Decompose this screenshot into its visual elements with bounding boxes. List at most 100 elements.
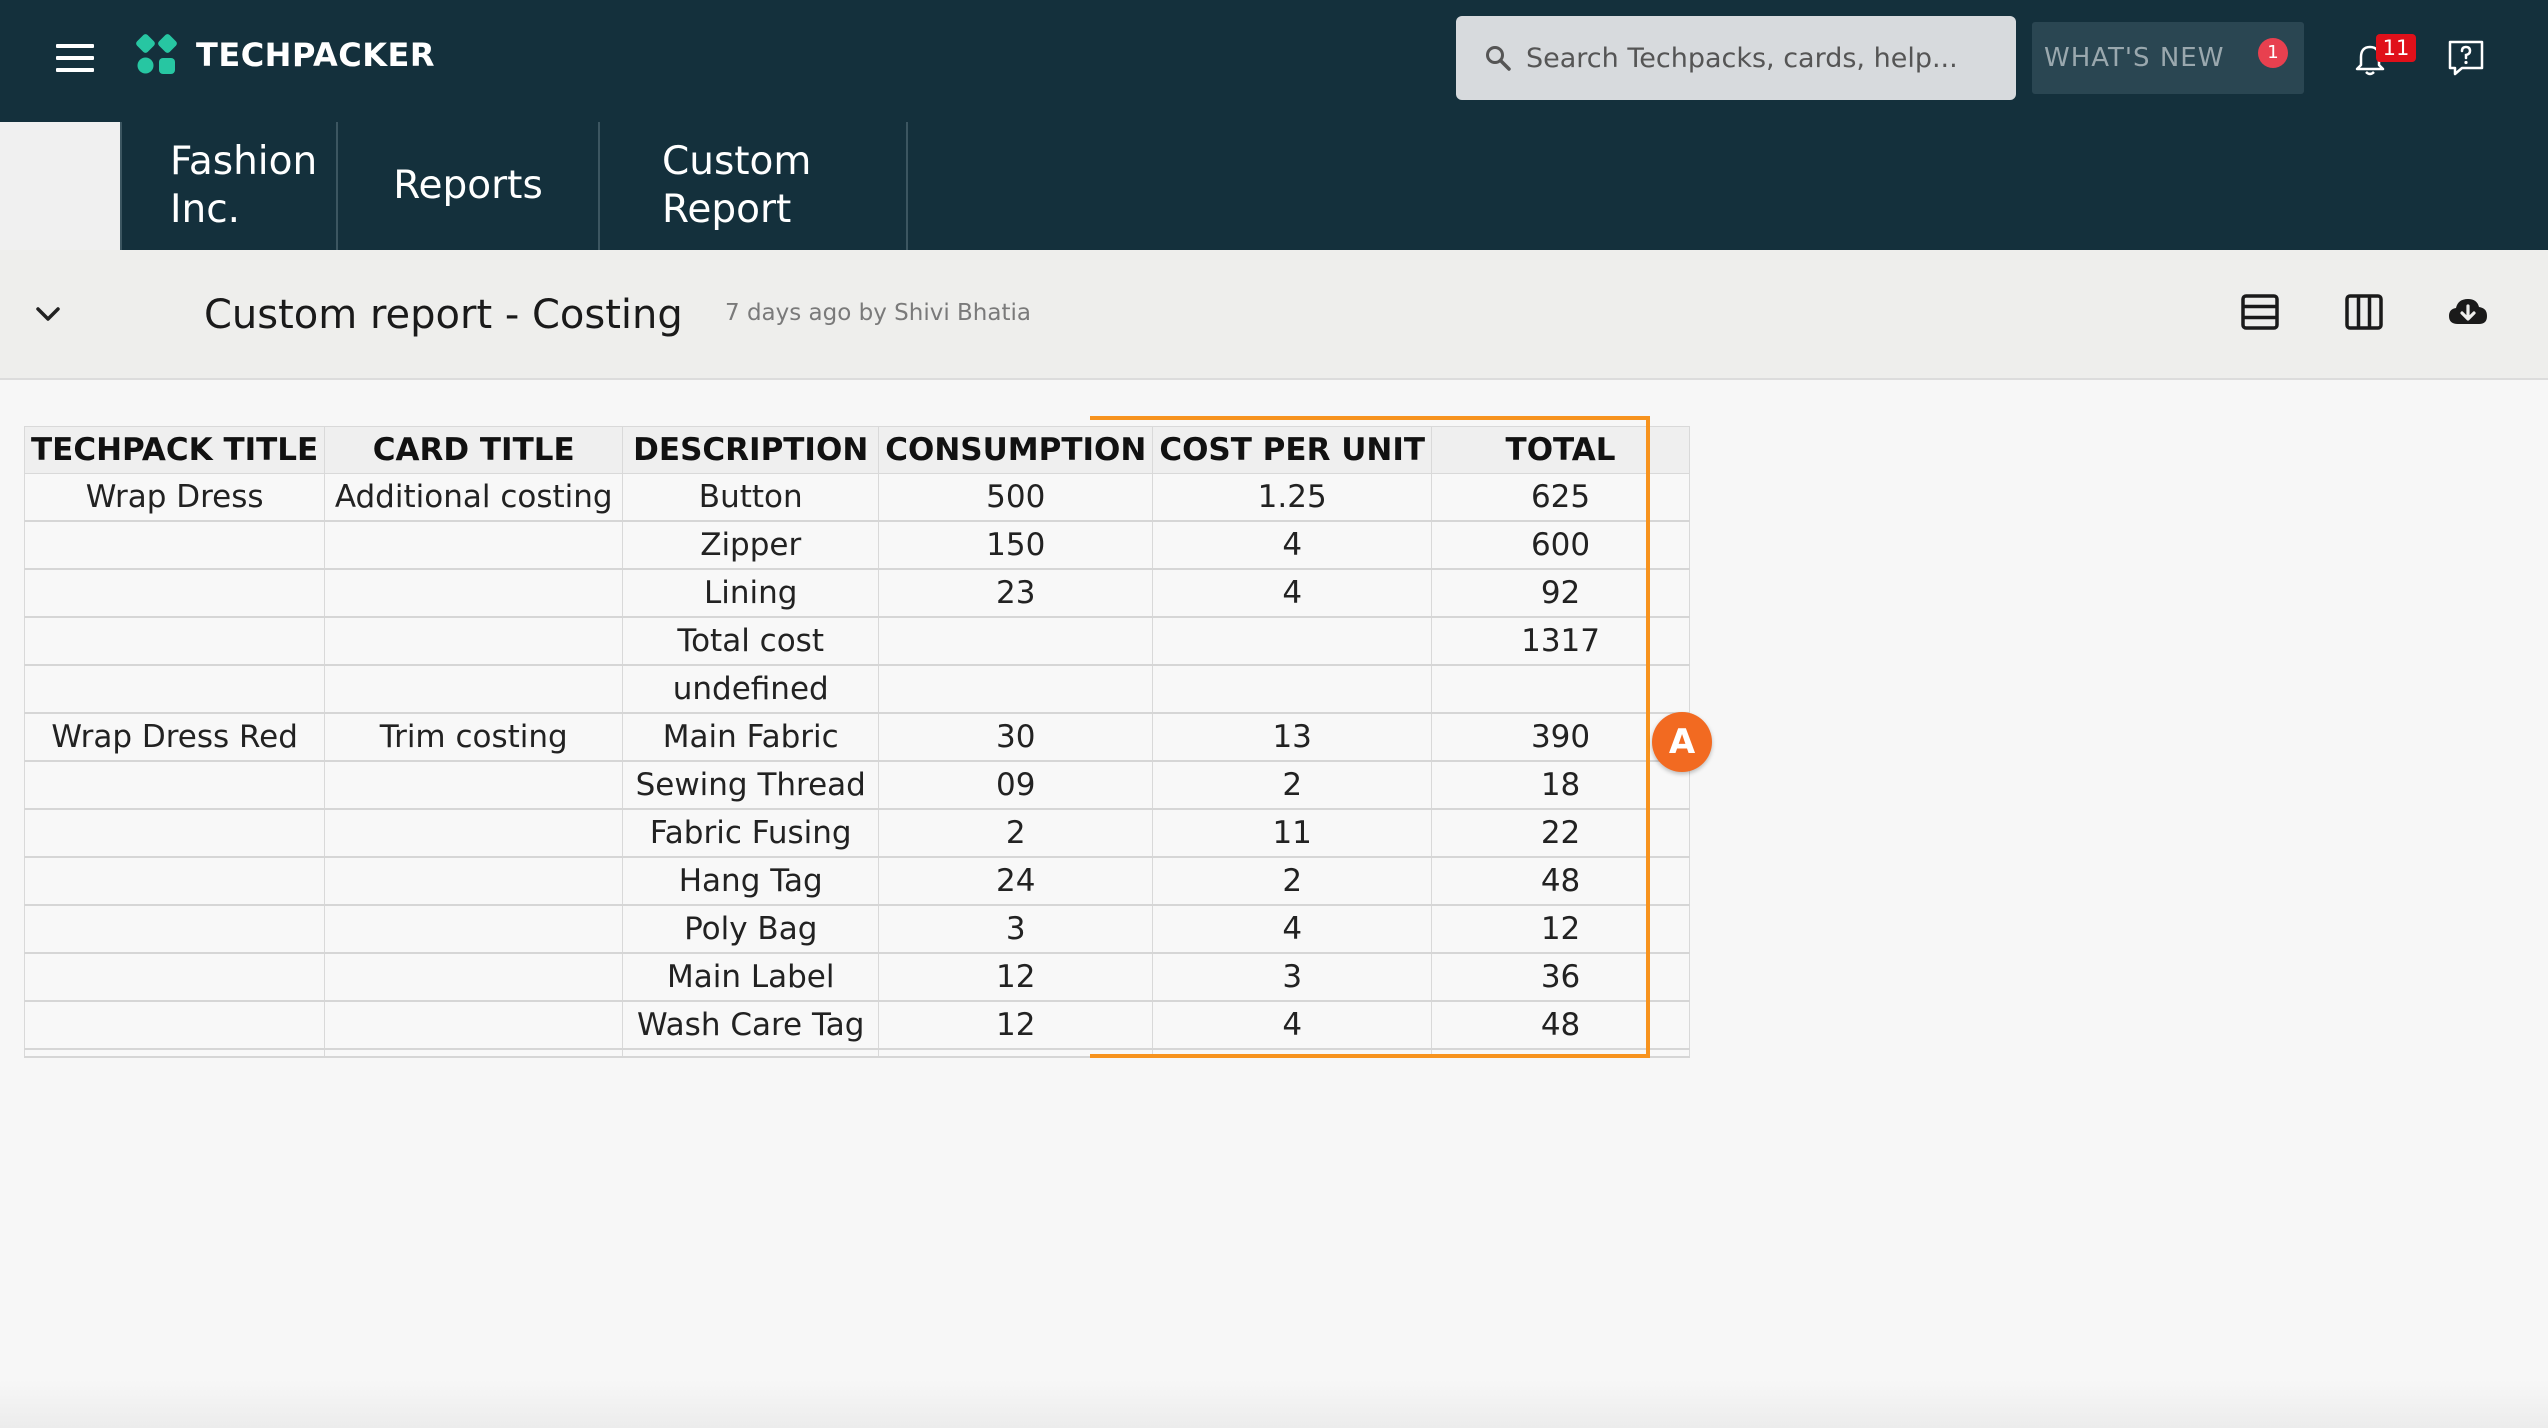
table-cell[interactable]: Wash Care Tag <box>622 1000 880 1050</box>
table-body: Wrap Dress Additional costing Button 500 1.2… <box>23 473 1691 1058</box>
notification-count-badge: 11 <box>2376 34 2416 62</box>
table-cell[interactable]: 2 <box>1152 856 1433 906</box>
table-cell[interactable]: 500 <box>878 473 1154 522</box>
table-cell[interactable]: 30 <box>878 712 1154 762</box>
table-cell[interactable]: 4 <box>1152 1000 1433 1050</box>
table-row: Zipper 150 4 600 <box>23 520 1691 570</box>
table-row: Hang Tag 24 2 48 <box>23 856 1691 906</box>
table-cell[interactable] <box>23 568 326 618</box>
table-row: Poly Bag 3 4 12 <box>23 904 1691 954</box>
table-cell[interactable]: 1.25 <box>1152 473 1433 522</box>
techpacker-logo-icon <box>136 34 177 74</box>
table-cell[interactable]: Wrap Dress Red <box>23 712 326 762</box>
annotation-highlight-box <box>1090 416 1650 1058</box>
table-cell[interactable]: 23 <box>878 568 1154 618</box>
table-cell[interactable] <box>23 664 326 714</box>
table-cell[interactable]: 150 <box>878 520 1154 570</box>
whats-new-count-badge: 1 <box>2258 38 2288 68</box>
table-cell[interactable]: undefined <box>622 664 880 714</box>
table-row: undefined <box>23 664 1691 714</box>
table-cell[interactable]: 11 <box>1152 808 1433 858</box>
table-cell[interactable] <box>324 664 624 714</box>
table-cell[interactable] <box>1152 664 1433 714</box>
table-cell[interactable]: 2 <box>1152 760 1433 810</box>
table-cell[interactable]: 24 <box>878 856 1154 906</box>
table-cell[interactable]: Fabric Fusing <box>622 808 880 858</box>
column-view-icon[interactable] <box>2342 290 2386 334</box>
table-cell[interactable] <box>23 808 326 858</box>
column-header[interactable]: TECHPACK TITLE <box>23 426 326 474</box>
table-cell[interactable]: Zipper <box>622 520 880 570</box>
table-cell[interactable] <box>23 760 326 810</box>
table-cell[interactable]: Main Fabric <box>622 712 880 762</box>
breadcrumb <box>0 122 2548 250</box>
table-cell-spacer <box>878 1048 1154 1058</box>
column-header[interactable]: DESCRIPTION <box>622 426 880 474</box>
row-view-icon[interactable] <box>2238 290 2282 334</box>
help-chat-icon[interactable] <box>2446 38 2486 78</box>
table-cell[interactable] <box>324 568 624 618</box>
table-row-spacer <box>23 1048 1691 1058</box>
table-cell[interactable]: Button <box>622 473 880 522</box>
cloud-download-icon[interactable] <box>2446 290 2490 334</box>
table-cell[interactable]: 4 <box>1152 520 1433 570</box>
table-cell[interactable]: Trim costing <box>324 712 624 762</box>
whats-new-button[interactable]: WHAT'S NEW 1 <box>2032 22 2304 94</box>
column-header[interactable]: CONSUMPTION <box>878 426 1154 474</box>
report-meta: 7 days ago by Shivi Bhatia <box>725 300 1031 326</box>
table-row: Main Label 12 3 36 <box>23 952 1691 1002</box>
table-cell[interactable] <box>878 616 1154 666</box>
table-cell[interactable] <box>324 856 624 906</box>
report-header: Custom report - Costing 7 days ago by Sh… <box>0 250 2548 380</box>
table-cell-spacer <box>23 1048 326 1058</box>
table-cell[interactable]: Additional costing <box>324 473 624 522</box>
table-cell[interactable]: Lining <box>622 568 880 618</box>
table-row: Wrap Dress Additional costing Button 500 1.2… <box>23 473 1691 522</box>
table-cell[interactable]: 4 <box>1152 904 1433 954</box>
table-cell[interactable] <box>324 616 624 666</box>
table-cell[interactable]: Sewing Thread <box>622 760 880 810</box>
table-cell[interactable]: 13 <box>1152 712 1433 762</box>
table-cell[interactable] <box>324 1000 624 1050</box>
table-row: Lining 23 4 92 <box>23 568 1691 618</box>
table-cell[interactable]: 12 <box>878 1000 1154 1050</box>
costing-report-table: TECHPACK TITLE CARD TITLE DESCRIPTION CO… <box>23 426 1691 1058</box>
table-cell[interactable] <box>23 520 326 570</box>
table-cell[interactable]: Main Label <box>622 952 880 1002</box>
table-cell[interactable]: 4 <box>1152 568 1433 618</box>
breadcrumb-item-custom-report[interactable]: Custom Report <box>600 122 908 250</box>
table-cell[interactable] <box>324 952 624 1002</box>
search-input[interactable] <box>1524 41 1998 75</box>
table-cell[interactable] <box>324 904 624 954</box>
table-cell[interactable]: 3 <box>1152 952 1433 1002</box>
table-cell[interactable]: 12 <box>878 952 1154 1002</box>
table-cell[interactable]: Wrap Dress <box>23 473 326 522</box>
table-cell[interactable] <box>324 760 624 810</box>
table-cell[interactable] <box>1152 616 1433 666</box>
breadcrumb-item-workspace[interactable]: Fashion Inc. <box>120 122 338 250</box>
table-cell[interactable] <box>23 856 326 906</box>
table-cell[interactable] <box>23 616 326 666</box>
breadcrumb-item-reports[interactable]: Reports <box>338 122 600 250</box>
table-cell[interactable] <box>23 904 326 954</box>
table-row: Total cost 1317 <box>23 616 1691 666</box>
column-header[interactable]: COST PER UNIT <box>1152 426 1433 474</box>
table-cell[interactable]: 09 <box>878 760 1154 810</box>
table-cell[interactable] <box>23 1000 326 1050</box>
column-header[interactable]: CARD TITLE <box>324 426 624 474</box>
table-cell[interactable] <box>324 520 624 570</box>
table-cell[interactable]: Total cost <box>622 616 880 666</box>
table-cell[interactable] <box>878 664 1154 714</box>
table-cell[interactable] <box>23 952 326 1002</box>
table-cell[interactable]: 3 <box>878 904 1154 954</box>
table-cell-spacer <box>324 1048 624 1058</box>
table-cell-spacer <box>622 1048 880 1058</box>
whats-new-label: WHAT'S NEW <box>2044 43 2225 73</box>
menu-icon[interactable] <box>56 42 96 74</box>
chevron-down-icon[interactable] <box>32 298 64 330</box>
table-cell[interactable]: 2 <box>878 808 1154 858</box>
table-cell[interactable] <box>324 808 624 858</box>
global-search[interactable] <box>1456 16 2016 100</box>
table-cell[interactable]: Poly Bag <box>622 904 880 954</box>
table-cell[interactable]: Hang Tag <box>622 856 880 906</box>
